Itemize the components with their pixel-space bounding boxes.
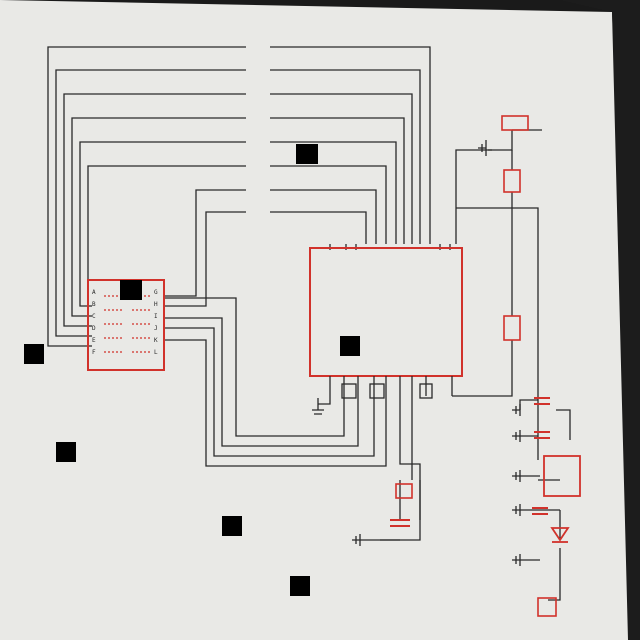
svg-text:J: J (154, 325, 158, 332)
occlusion-square (24, 344, 44, 364)
photo-border (560, 0, 640, 640)
svg-text:H: H (154, 301, 158, 308)
svg-text:E: E (92, 337, 96, 344)
ground-symbols (312, 140, 521, 566)
microcontroller-ic (309, 247, 463, 399)
wires (47, 46, 571, 601)
occlusion-square (120, 280, 142, 300)
svg-text:B: B (92, 301, 96, 308)
diode-d1 (550, 527, 570, 543)
occlusion-square (290, 576, 310, 596)
svg-text:A: A (92, 289, 96, 296)
svg-text:K: K (154, 337, 158, 344)
svg-text:L: L (154, 349, 158, 356)
pullup-resistors (503, 169, 521, 341)
header-j1 (501, 115, 529, 131)
svg-text:D: D (92, 325, 96, 332)
occlusion-square (340, 336, 360, 356)
svg-text:F: F (92, 349, 96, 356)
occlusion-square (296, 144, 318, 164)
svg-text:G: G (154, 289, 158, 296)
voltage-regulator (543, 455, 581, 497)
svg-text:I: I (154, 313, 158, 320)
svg-text:C: C (92, 313, 96, 320)
occlusion-square (56, 442, 76, 462)
capacitors-right (532, 397, 550, 515)
occlusion-square (222, 516, 242, 536)
header-j2 (537, 597, 557, 617)
crystal-section (390, 483, 413, 527)
